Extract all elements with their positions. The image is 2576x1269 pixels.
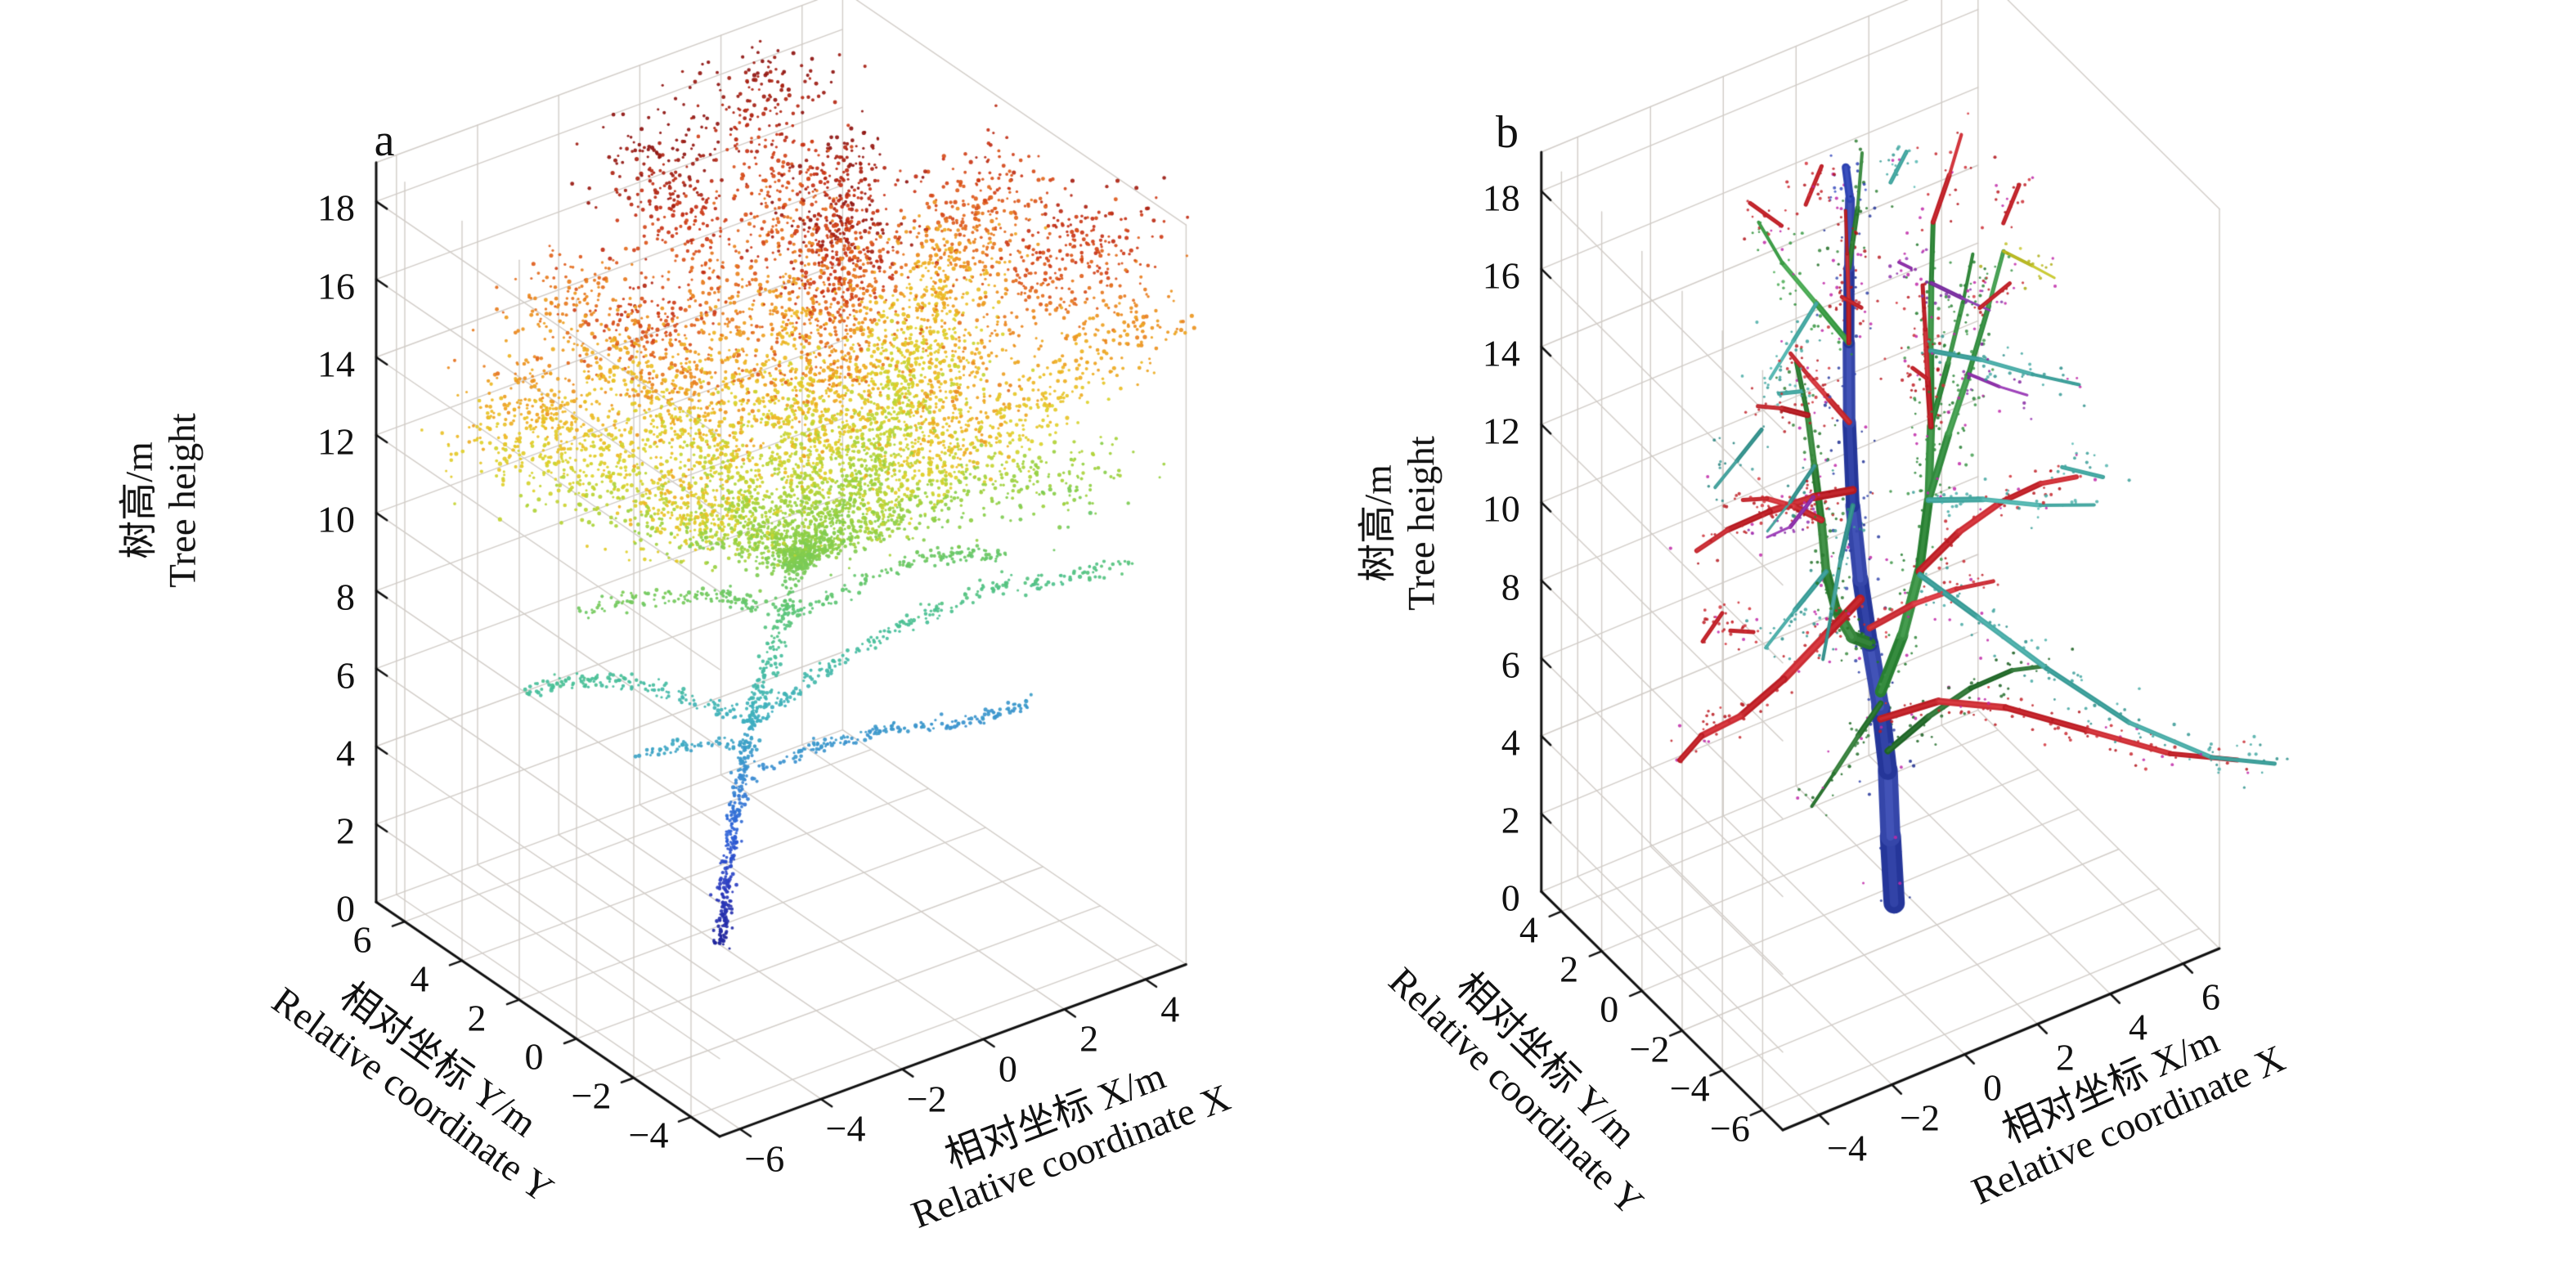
z-axis-title-en: Tree height [1400,436,1443,611]
z-axis-title-en: Tree height [161,413,204,588]
panel-a-z-axis-title: 树高/m Tree height [118,413,204,588]
panel-b-z-axis-title: 树高/m Tree height [1357,436,1443,611]
panel-b-letter: b [1496,107,1519,158]
panel-a-letter: a [374,115,395,166]
z-axis-title-cn: 树高/m [118,442,161,559]
z-axis-title-cn: 树高/m [1357,464,1400,582]
